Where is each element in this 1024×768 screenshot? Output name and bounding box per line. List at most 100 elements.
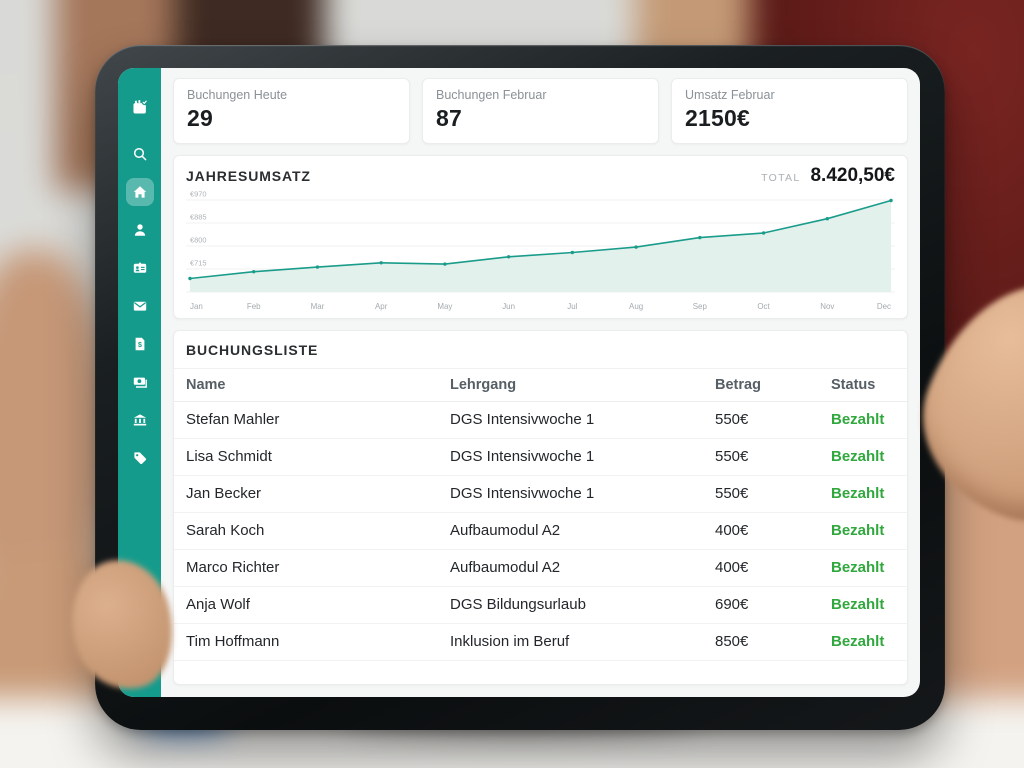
cell-name: Lisa Schmidt bbox=[174, 438, 450, 476]
cell-amount: 690€ bbox=[715, 586, 831, 624]
bookings-table-body: Stefan Mahler DGS Intensivwoche 1 550€ Beza… bbox=[174, 401, 907, 661]
revenue-area-chart: €970€885€800€715€630JanFebMarAprMayJunJu… bbox=[186, 189, 895, 311]
column-header-lehrgang[interactable]: Lehrgang bbox=[450, 368, 715, 402]
svg-text:$: $ bbox=[138, 342, 142, 349]
data-point bbox=[698, 235, 702, 240]
x-tick-label: Jun bbox=[502, 302, 515, 311]
column-header-name[interactable]: Name bbox=[174, 368, 450, 402]
y-tick-label: €715 bbox=[190, 258, 207, 267]
x-tick-label: Oct bbox=[757, 302, 770, 311]
cell-course: Aufbaumodul A2 bbox=[450, 512, 715, 550]
cell-name: Jan Becker bbox=[174, 475, 450, 513]
chart-total: TOTAL 8.420,50€ bbox=[761, 165, 895, 187]
bookings-table-head: Name Lehrgang Betrag Status bbox=[174, 368, 907, 402]
column-header-status[interactable]: Status bbox=[831, 368, 907, 402]
x-tick-label: Jul bbox=[567, 302, 577, 311]
chart-title: JAHRESUMSATZ bbox=[186, 168, 311, 184]
data-point bbox=[379, 261, 383, 265]
data-point bbox=[761, 231, 766, 235]
booking-row[interactable]: Anja Wolf DGS Bildungsurlaub 690€ Bezahlt bbox=[174, 586, 907, 624]
cell-amount: 400€ bbox=[715, 549, 831, 587]
x-tick-label: Aug bbox=[629, 302, 643, 311]
data-point bbox=[634, 245, 638, 249]
data-point bbox=[889, 198, 893, 203]
booking-row[interactable]: Sarah Koch Aufbaumodul A2 400€ Bezahlt bbox=[174, 512, 907, 550]
cell-amount: 550€ bbox=[715, 438, 831, 476]
cell-course: DGS Bildungsurlaub bbox=[450, 586, 715, 624]
chart-area-fill bbox=[189, 200, 892, 292]
x-tick-label: Jan bbox=[190, 302, 203, 311]
data-point bbox=[315, 265, 320, 269]
x-tick-label: Nov bbox=[820, 302, 834, 311]
chart-line bbox=[189, 199, 892, 280]
cell-course: Aufbaumodul A2 bbox=[450, 549, 715, 587]
stat-card-revenue-month: Umsatz Februar 2150€ bbox=[671, 78, 908, 144]
cell-status: Bezahlt bbox=[831, 475, 907, 513]
x-tick-label: Dec bbox=[877, 302, 891, 311]
column-header-betrag[interactable]: Betrag bbox=[715, 368, 831, 402]
chart-total-value: 8.420,50€ bbox=[810, 165, 895, 186]
cell-amount: 850€ bbox=[715, 623, 831, 661]
mail-icon[interactable] bbox=[126, 292, 154, 320]
stat-label: Umsatz Februar bbox=[685, 88, 775, 102]
cell-amount: 550€ bbox=[715, 401, 831, 439]
booking-row[interactable]: Tim Hoffmann Inklusion im Beruf 850€ Bezahl… bbox=[174, 623, 907, 661]
stat-card-bookings-today: Buchungen Heute 29 bbox=[173, 78, 410, 144]
bank-icon[interactable] bbox=[126, 406, 154, 434]
cell-name: Marco Richter bbox=[174, 549, 450, 587]
chart-header: JAHRESUMSATZ TOTAL 8.420,50€ bbox=[186, 165, 895, 187]
cell-course: Inklusion im Beruf bbox=[450, 623, 715, 661]
annual-revenue-card: JAHRESUMSATZ TOTAL 8.420,50€ €970 €885 €80… bbox=[173, 155, 908, 319]
invoice-icon[interactable]: $ bbox=[126, 330, 154, 358]
home-icon[interactable] bbox=[125, 178, 154, 206]
data-point bbox=[443, 262, 447, 266]
stat-label: Buchungen Februar bbox=[436, 88, 547, 102]
person-icon[interactable] bbox=[126, 216, 154, 244]
header-row: Name Lehrgang Betrag Status bbox=[174, 368, 907, 402]
stat-card-bookings-month: Buchungen Februar 87 bbox=[422, 78, 659, 144]
x-tick-label: May bbox=[437, 302, 452, 311]
cell-course: DGS Intensivwoche 1 bbox=[450, 438, 715, 476]
cell-status: Bezahlt bbox=[831, 401, 907, 439]
booking-row[interactable]: Marco Richter Aufbaumodul A2 400€ Bezahlt bbox=[174, 549, 907, 587]
cash-icon[interactable] bbox=[126, 368, 154, 396]
x-tick-label: Sep bbox=[693, 302, 708, 311]
stat-value: 29 bbox=[187, 105, 213, 131]
dashboard: Buchungen Heute 29 Buchungen Februar 87 … bbox=[161, 68, 920, 697]
cell-course: DGS Intensivwoche 1 bbox=[450, 401, 715, 439]
cell-name: Sarah Koch bbox=[174, 512, 450, 550]
tablet-device: $ bbox=[95, 45, 945, 730]
y-tick-label: €885 bbox=[190, 212, 207, 221]
y-tick-label: €800 bbox=[190, 235, 207, 244]
stats-row: Buchungen Heute 29 Buchungen Februar 87 … bbox=[173, 78, 908, 144]
stat-value: 2150€ bbox=[685, 105, 750, 131]
bookings-table: Name Lehrgang Betrag Status Stefan Mahler DG… bbox=[174, 368, 907, 661]
stat-label: Buchungen Heute bbox=[187, 88, 288, 102]
chart-total-label: TOTAL bbox=[761, 172, 801, 184]
tag-icon[interactable] bbox=[126, 444, 154, 472]
cell-name: Tim Hoffmann bbox=[174, 623, 450, 661]
booking-row[interactable]: Jan Becker DGS Intensivwoche 1 550€ Bezahlt bbox=[174, 475, 907, 513]
cell-status: Bezahlt bbox=[831, 438, 907, 476]
cell-status: Bezahlt bbox=[831, 512, 907, 550]
search-icon[interactable] bbox=[126, 140, 154, 168]
cell-course: DGS Intensivwoche 1 bbox=[450, 475, 715, 513]
cell-status: Bezahlt bbox=[831, 623, 907, 661]
data-point bbox=[825, 217, 829, 221]
cell-name: Stefan Mahler bbox=[174, 401, 450, 439]
booking-row[interactable]: Stefan Mahler DGS Intensivwoche 1 550€ Beza… bbox=[174, 401, 907, 439]
x-tick-label: Apr bbox=[375, 302, 388, 311]
stat-value: 87 bbox=[436, 105, 462, 131]
x-tick-label: Mar bbox=[311, 302, 325, 311]
data-point bbox=[188, 276, 192, 281]
cell-status: Bezahlt bbox=[831, 586, 907, 624]
bookings-list-title: BUCHUNGSLISTE bbox=[186, 342, 319, 358]
cell-name: Anja Wolf bbox=[174, 586, 450, 624]
cell-amount: 550€ bbox=[715, 475, 831, 513]
booking-row[interactable]: Lisa Schmidt DGS Intensivwoche 1 550€ Bezah… bbox=[174, 438, 907, 476]
x-tick-label: Feb bbox=[247, 302, 261, 311]
id-card-icon[interactable] bbox=[126, 254, 154, 282]
app-screen: $ bbox=[118, 68, 920, 697]
booking-logo-icon[interactable] bbox=[126, 93, 154, 121]
